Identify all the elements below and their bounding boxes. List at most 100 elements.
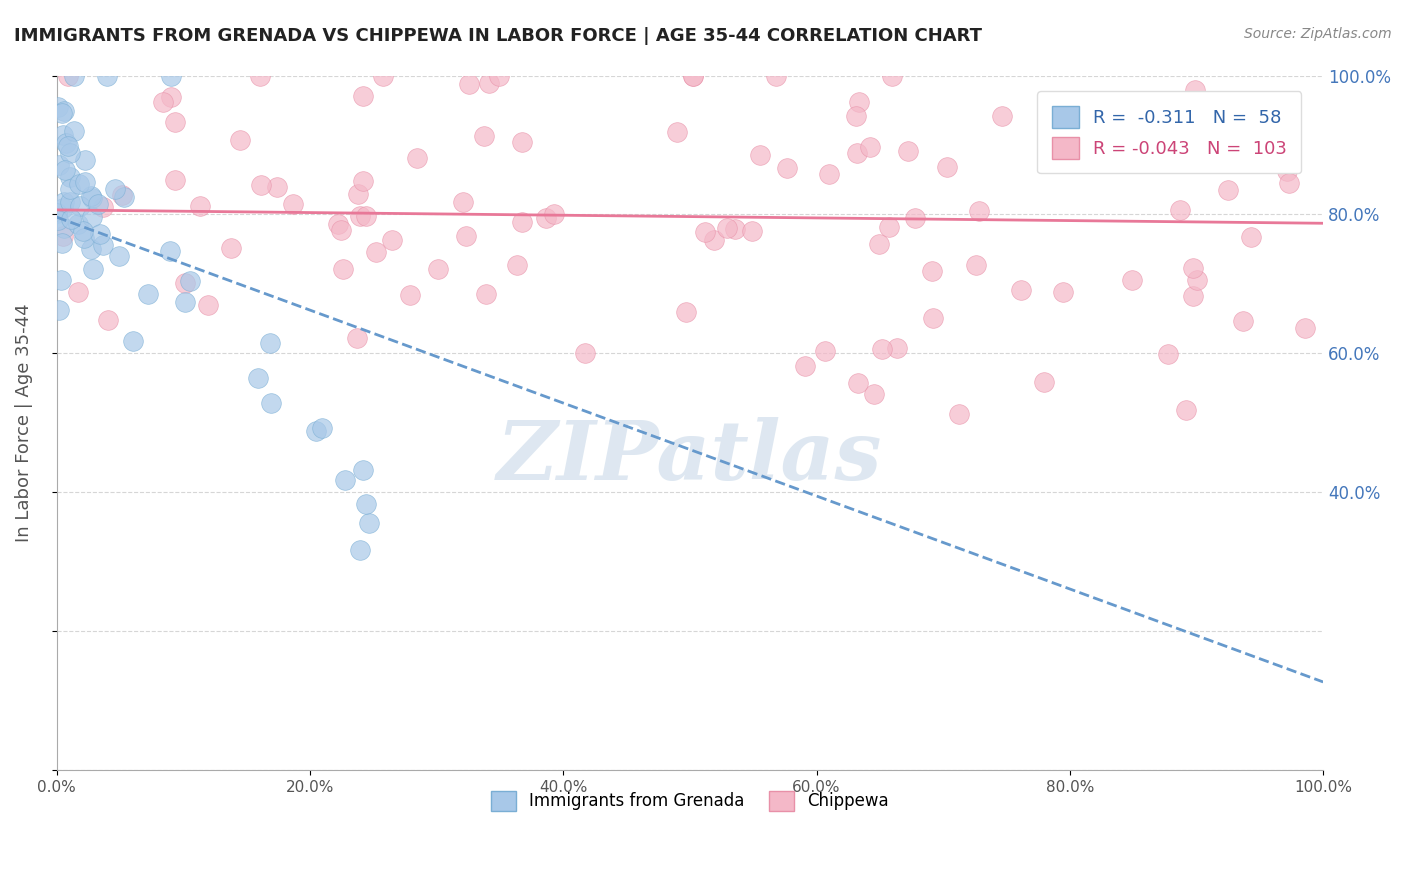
Point — [73, 231, 96, 245]
Point — [862, 386, 884, 401]
Point — [349, 543, 371, 558]
Point — [703, 233, 725, 247]
Point — [46, 206, 69, 220]
Point — [97, 312, 120, 326]
Point — [922, 310, 945, 325]
Point — [160, 69, 183, 83]
Point — [48, 100, 70, 114]
Point — [879, 220, 901, 235]
Point — [259, 336, 281, 351]
Point — [1168, 203, 1191, 218]
Point — [936, 160, 959, 174]
Point — [352, 174, 374, 188]
Point — [364, 245, 387, 260]
Point — [63, 124, 86, 138]
Point — [114, 189, 136, 203]
Point — [246, 371, 269, 385]
Point — [59, 146, 82, 161]
Point — [1080, 107, 1102, 121]
Point — [197, 298, 219, 312]
Point — [1294, 321, 1316, 335]
Point — [48, 158, 70, 172]
Point — [346, 186, 368, 201]
Point — [1195, 137, 1218, 152]
Point — [354, 497, 377, 511]
Point — [87, 197, 110, 211]
Point — [872, 343, 894, 357]
Point — [67, 217, 90, 231]
Point — [63, 69, 86, 83]
Point — [398, 288, 420, 302]
Point — [59, 182, 82, 196]
Point — [52, 128, 75, 142]
Point — [1185, 272, 1208, 286]
Point — [250, 178, 273, 192]
Point — [868, 237, 890, 252]
Point — [352, 89, 374, 103]
Point — [46, 213, 69, 227]
Point — [122, 334, 145, 348]
Point — [49, 273, 72, 287]
Point — [111, 188, 134, 202]
Point — [695, 225, 717, 239]
Point — [53, 195, 76, 210]
Point — [56, 139, 79, 153]
Point — [472, 128, 495, 143]
Point — [776, 161, 799, 176]
Point — [53, 163, 76, 178]
Point — [219, 242, 242, 256]
Point — [426, 262, 449, 277]
Point — [163, 115, 186, 129]
Point — [52, 103, 75, 118]
Point — [967, 204, 990, 219]
Point — [354, 209, 377, 223]
Point — [159, 244, 181, 259]
Point — [249, 69, 271, 83]
Point — [1184, 83, 1206, 97]
Point — [1033, 375, 1056, 389]
Point — [281, 196, 304, 211]
Point — [179, 274, 201, 288]
Point — [136, 287, 159, 301]
Legend: Immigrants from Grenada, Chippewa: Immigrants from Grenada, Chippewa — [477, 777, 903, 824]
Point — [475, 286, 498, 301]
Point — [352, 463, 374, 477]
Point — [108, 249, 131, 263]
Point — [260, 396, 283, 410]
Point — [682, 69, 704, 83]
Point — [48, 302, 70, 317]
Point — [346, 331, 368, 345]
Point — [574, 346, 596, 360]
Point — [67, 177, 90, 191]
Point — [794, 359, 817, 374]
Point — [814, 344, 837, 359]
Point — [311, 420, 333, 434]
Point — [349, 210, 371, 224]
Point — [53, 221, 76, 235]
Point — [1104, 141, 1126, 155]
Point — [1278, 176, 1301, 190]
Point — [104, 181, 127, 195]
Point — [991, 109, 1014, 123]
Point — [73, 153, 96, 168]
Point — [406, 151, 429, 165]
Point — [665, 125, 688, 139]
Point — [59, 212, 82, 227]
Point — [948, 407, 970, 421]
Point — [72, 223, 94, 237]
Point — [848, 376, 870, 390]
Point — [1052, 285, 1074, 299]
Point — [359, 516, 381, 530]
Point — [748, 148, 770, 162]
Point — [58, 69, 80, 83]
Point — [886, 342, 908, 356]
Point — [96, 69, 118, 83]
Point — [506, 258, 529, 272]
Text: Source: ZipAtlas.com: Source: ZipAtlas.com — [1244, 27, 1392, 41]
Text: ZIPatlas: ZIPatlas — [498, 417, 883, 498]
Point — [882, 69, 904, 83]
Point — [55, 136, 77, 151]
Point — [1121, 273, 1143, 287]
Point — [266, 180, 288, 194]
Point — [675, 305, 697, 319]
